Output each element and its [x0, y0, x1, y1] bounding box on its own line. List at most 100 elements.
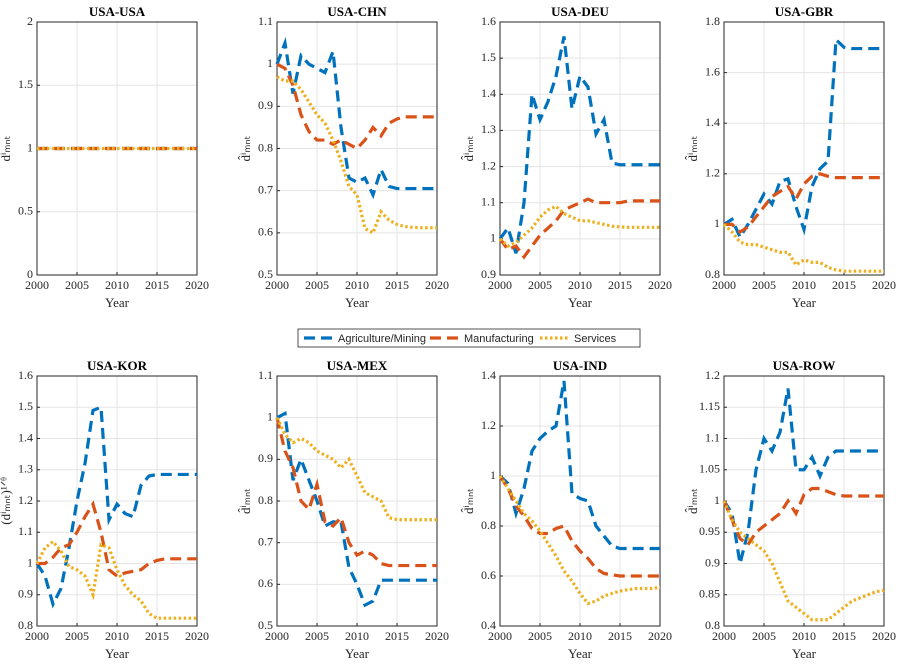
y-tick-label: 1.6 [18, 368, 33, 382]
x-tick-label: 2020 [185, 278, 209, 292]
series-line [498, 36, 660, 254]
x-tick-label: 2005 [65, 278, 89, 292]
chart-title: USA-USA [89, 4, 146, 19]
y-tick-label: 0.6 [258, 225, 273, 239]
x-tick-label: 2015 [608, 278, 632, 292]
axes-box [276, 375, 438, 627]
y-axis-label: d̂ⁱₘₙₜ [0, 135, 13, 161]
y-tick-label: 1.8 [705, 14, 720, 28]
series-line [276, 75, 437, 236]
y-tick-label: 0.6 [481, 568, 496, 582]
series-line [275, 36, 437, 200]
y-tick-label: 2 [27, 14, 33, 28]
x-tick-label: 2005 [305, 278, 329, 292]
series-line [722, 500, 885, 622]
y-tick-label: 1.1 [18, 524, 33, 538]
x-tick-label: 2010 [568, 278, 592, 292]
y-tick-label: 1.3 [481, 122, 496, 136]
y-tick-label: 0.5 [18, 204, 33, 218]
x-axis-label: Year [105, 295, 130, 310]
y-tick-label: 1.2 [18, 493, 33, 507]
axes-box [499, 375, 661, 627]
y-tick-label: 1 [490, 231, 496, 245]
series-line [35, 404, 197, 609]
y-tick-label: 1 [27, 555, 33, 569]
y-tick-label: 0.4 [481, 618, 496, 632]
y-tick-label: 1.1 [258, 368, 273, 382]
y-tick-label: 1.4 [705, 115, 720, 129]
x-axis-label: Year [345, 295, 370, 310]
x-tick-label: 2010 [105, 629, 129, 643]
x-tick-label: 2000 [265, 278, 289, 292]
y-tick-label: 1.2 [481, 418, 496, 432]
chart-title: USA-ROW [773, 358, 836, 373]
y-tick-label: 1 [267, 409, 273, 423]
y-tick-label: 0.9 [481, 267, 496, 281]
x-tick-label: 2000 [25, 278, 49, 292]
y-tick-label: 1.6 [481, 14, 496, 28]
x-axis-label: Year [345, 646, 370, 661]
x-tick-label: 2020 [872, 629, 896, 643]
legend-label: Manufacturing [464, 333, 534, 345]
chart-title: USA-CHN [327, 4, 387, 19]
y-tick-label: 1 [490, 468, 496, 482]
y-tick-label: 1 [714, 493, 720, 507]
x-tick-label: 2000 [25, 629, 49, 643]
y-tick-label: 1.4 [481, 368, 496, 382]
chart-title: USA-MEX [327, 358, 388, 373]
series-line [275, 416, 437, 522]
axes-box [36, 375, 198, 627]
series-line [498, 380, 660, 551]
y-tick-label: 0 [27, 267, 33, 281]
x-tick-label: 2010 [792, 278, 816, 292]
chart-title: USA-DEU [551, 4, 609, 19]
series-line [723, 36, 884, 241]
legend-box [297, 328, 641, 348]
x-tick-label: 2005 [528, 278, 552, 292]
x-tick-label: 2015 [832, 629, 856, 643]
x-tick-label: 2000 [488, 278, 512, 292]
legend-label: Services [574, 333, 617, 345]
y-tick-label: 0.95 [699, 524, 720, 538]
y-tick-label: 1.2 [481, 158, 496, 172]
x-axis-label: Year [792, 295, 817, 310]
y-tick-label: 0.9 [705, 555, 720, 569]
y-tick-label: 0.8 [705, 618, 720, 632]
y-tick-label: 0.9 [258, 451, 273, 465]
series-line [722, 486, 884, 548]
x-axis-label: Year [568, 646, 593, 661]
x-tick-label: 2000 [488, 629, 512, 643]
series-line [498, 197, 660, 260]
x-tick-label: 2015 [385, 629, 409, 643]
x-tick-label: 2015 [832, 278, 856, 292]
x-tick-label: 2010 [345, 278, 369, 292]
y-tick-label: 1.15 [699, 399, 720, 413]
y-tick-label: 1.1 [705, 430, 720, 444]
y-tick-label: 0.9 [258, 98, 273, 112]
y-axis-label: d̂ⁱₘₙₜ [461, 135, 476, 161]
y-axis-label: d̂ⁱₘₙₜ [685, 135, 700, 161]
x-tick-label: 2015 [145, 278, 169, 292]
y-tick-label: 0.85 [699, 587, 720, 601]
y-tick-label: 1.4 [481, 86, 496, 100]
y-tick-label: 1.2 [705, 368, 720, 382]
y-tick-label: 1.1 [481, 194, 496, 208]
series-line [724, 172, 884, 235]
x-tick-label: 2020 [185, 629, 209, 643]
chart-title: USA-GBR [775, 4, 834, 19]
y-tick-label: 0.5 [258, 267, 273, 281]
legend-label: Agriculture/Mining [338, 333, 426, 345]
y-tick-label: 1.05 [699, 462, 720, 476]
x-tick-label: 2000 [712, 278, 736, 292]
y-tick-label: 1.5 [481, 50, 496, 64]
x-tick-label: 2010 [105, 278, 129, 292]
x-tick-label: 2005 [752, 278, 776, 292]
axes-box [723, 21, 885, 276]
y-tick-label: 1.1 [258, 14, 273, 28]
x-tick-label: 2020 [872, 278, 896, 292]
x-tick-label: 2010 [792, 629, 816, 643]
y-axis-label: (d̂ⁱₘₙₜ)¹ᐟᶿ [0, 477, 13, 525]
y-axis-label: d̂ⁱₘₙₜ [238, 488, 253, 514]
x-tick-label: 2000 [265, 629, 289, 643]
